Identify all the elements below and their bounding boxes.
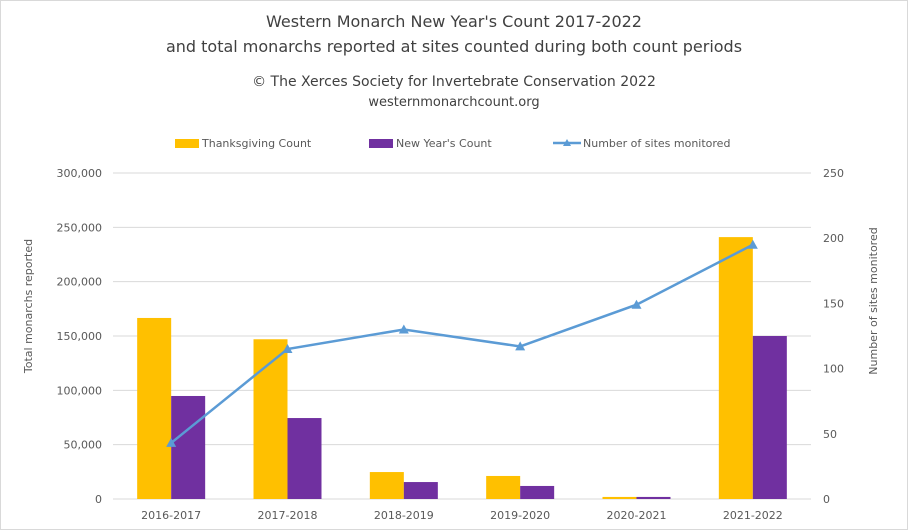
sites-marker [747, 239, 758, 249]
bar-new-years [520, 485, 555, 499]
chart-title: Western Monarch New Year's Count 2017-20… [266, 12, 642, 31]
y-tick-label: 0 [95, 493, 102, 506]
bar-new-years [403, 482, 438, 499]
y-axis-label: Total monarchs reported [22, 239, 35, 374]
x-tick-label: 2020-2021 [607, 509, 667, 522]
y2-tick-label: 250 [823, 167, 844, 180]
sites-marker [515, 341, 526, 351]
y-tick-label: 250,000 [57, 221, 103, 234]
x-tick-label: 2019-2020 [490, 509, 550, 522]
sites-marker [398, 324, 409, 334]
y2-tick-label: 50 [823, 428, 837, 441]
bar-thanksgiving [369, 472, 404, 499]
bar-thanksgiving [718, 237, 753, 499]
bar-thanksgiving [253, 339, 288, 499]
x-tick-label: 2016-2017 [141, 509, 201, 522]
legend-label: Thanksgiving Count [201, 137, 312, 150]
y2-axis-label: Number of sites monitored [867, 227, 880, 374]
y2-tick-label: 200 [823, 232, 844, 245]
bar-new-years [636, 496, 671, 499]
x-tick-label: 2017-2018 [258, 509, 318, 522]
y-tick-label: 150,000 [57, 330, 103, 343]
y2-tick-label: 0 [823, 493, 830, 506]
legend-swatch-new-years [369, 139, 393, 148]
sites-marker [166, 437, 177, 447]
sites-marker [282, 344, 293, 354]
x-tick-label: 2018-2019 [374, 509, 434, 522]
bar-thanksgiving [486, 475, 521, 499]
legend-marker-sites [563, 139, 571, 146]
x-tick-label: 2021-2022 [723, 509, 783, 522]
y-tick-label: 100,000 [57, 384, 103, 397]
y-tick-label: 200,000 [57, 276, 103, 289]
y-tick-label: 300,000 [57, 167, 103, 180]
bar-new-years [752, 336, 787, 499]
legend-swatch-thanksgiving [175, 139, 199, 148]
y-tick-label: 50,000 [64, 439, 103, 452]
chart-subtitle: and total monarchs reported at sites cou… [165, 37, 743, 56]
sites-marker [631, 299, 642, 309]
bar-thanksgiving [602, 496, 637, 499]
chart-website: westernmonarchcount.org [368, 95, 540, 110]
chart-credit: © The Xerces Society for Invertebrate Co… [252, 74, 656, 90]
legend-label: Number of sites monitored [583, 137, 730, 150]
bar-thanksgiving [137, 317, 172, 499]
legend-label: New Year's Count [396, 137, 492, 150]
y2-tick-label: 100 [823, 363, 844, 376]
sites-line [170, 243, 754, 444]
bar-new-years [287, 418, 322, 499]
y2-tick-label: 150 [823, 297, 844, 310]
bar-new-years [171, 395, 206, 499]
